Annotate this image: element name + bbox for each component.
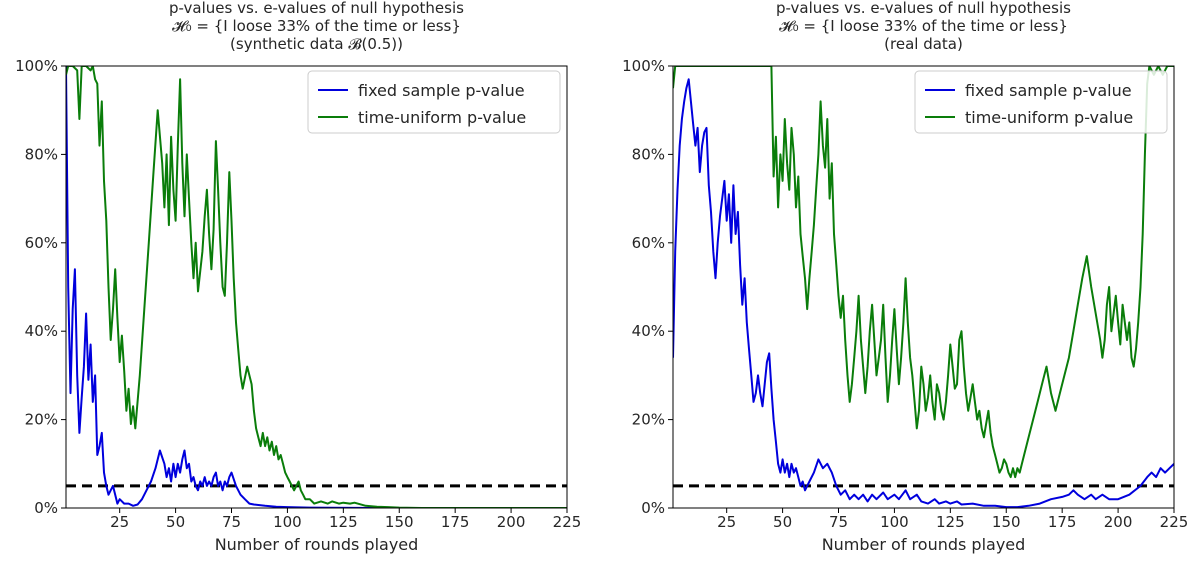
series-group (673, 66, 1174, 508)
x-tick-label: 125 (329, 513, 358, 531)
x-tick-label: 150 (385, 513, 414, 531)
y-tick-label: 0% (641, 499, 665, 517)
legend-label: fixed sample p-value (358, 81, 525, 100)
x-tick-label: 150 (992, 513, 1021, 531)
x-tick-label: 100 (273, 513, 302, 531)
plot-frame (672, 65, 1175, 509)
x-tick-label: 225 (553, 513, 582, 531)
x-tick-label: 175 (441, 513, 470, 531)
x-tick-label: 75 (222, 513, 241, 531)
legend-label: fixed sample p-value (965, 81, 1132, 100)
x-tick-label: 100 (880, 513, 909, 531)
y-tick-label: 40% (632, 322, 665, 340)
y-tick-label: 100% (15, 57, 58, 75)
x-tick-label: 125 (936, 513, 965, 531)
series-line-time-uniform (66, 66, 567, 508)
chart-panel-2: p-values vs. e-values of null hypothesis… (622, 0, 1188, 554)
chart-title-line: 𝓗₀ = {I loose 33% of the time or less} (779, 17, 1068, 35)
x-tick-label: 225 (1160, 513, 1189, 531)
y-tick-label: 20% (25, 411, 58, 429)
series-line-fixed-sample (66, 66, 567, 508)
y-tick-label: 80% (632, 145, 665, 163)
series-line-time-uniform (673, 66, 1174, 479)
x-axis-label: Number of rounds played (215, 535, 419, 554)
y-tick-label: 40% (25, 322, 58, 340)
legend: fixed sample p-value time-uniform p-value (914, 70, 1168, 134)
y-tick-label: 80% (25, 145, 58, 163)
chart-title-line: p-values vs. e-values of null hypothesis (776, 0, 1071, 17)
plot-frame (65, 65, 568, 509)
y-tick-label: 100% (622, 57, 665, 75)
series-group (66, 66, 567, 508)
chart-title-line: (real data) (884, 35, 963, 53)
y-tick-label: 60% (25, 234, 58, 252)
chart-title-line: p-values vs. e-values of null hypothesis (169, 0, 464, 17)
x-axis-label: Number of rounds played (822, 535, 1026, 554)
legend: fixed sample p-value time-uniform p-value (307, 70, 561, 134)
legend-box (914, 70, 1168, 134)
x-tick-label: 200 (1104, 513, 1133, 531)
y-tick-label: 20% (632, 411, 665, 429)
x-tick-label: 50 (166, 513, 185, 531)
legend-box (307, 70, 561, 134)
x-tick-label: 175 (1048, 513, 1077, 531)
x-tick-label: 50 (773, 513, 792, 531)
legend-label: time-uniform p-value (358, 108, 526, 127)
x-tick-label: 25 (110, 513, 129, 531)
x-tick-label: 75 (829, 513, 848, 531)
x-tick-label: 200 (497, 513, 526, 531)
y-tick-label: 60% (632, 234, 665, 252)
series-line-fixed-sample (673, 78, 1174, 508)
chart-title-line: 𝓗₀ = {I loose 33% of the time or less} (172, 17, 461, 35)
chart-panel-1: p-values vs. e-values of null hypothesis… (15, 0, 581, 554)
y-tick-label: 0% (34, 499, 58, 517)
legend-label: time-uniform p-value (965, 108, 1133, 127)
x-tick-label: 25 (717, 513, 736, 531)
chart-title-line: (synthetic data 𝓑(0.5)) (230, 35, 403, 53)
